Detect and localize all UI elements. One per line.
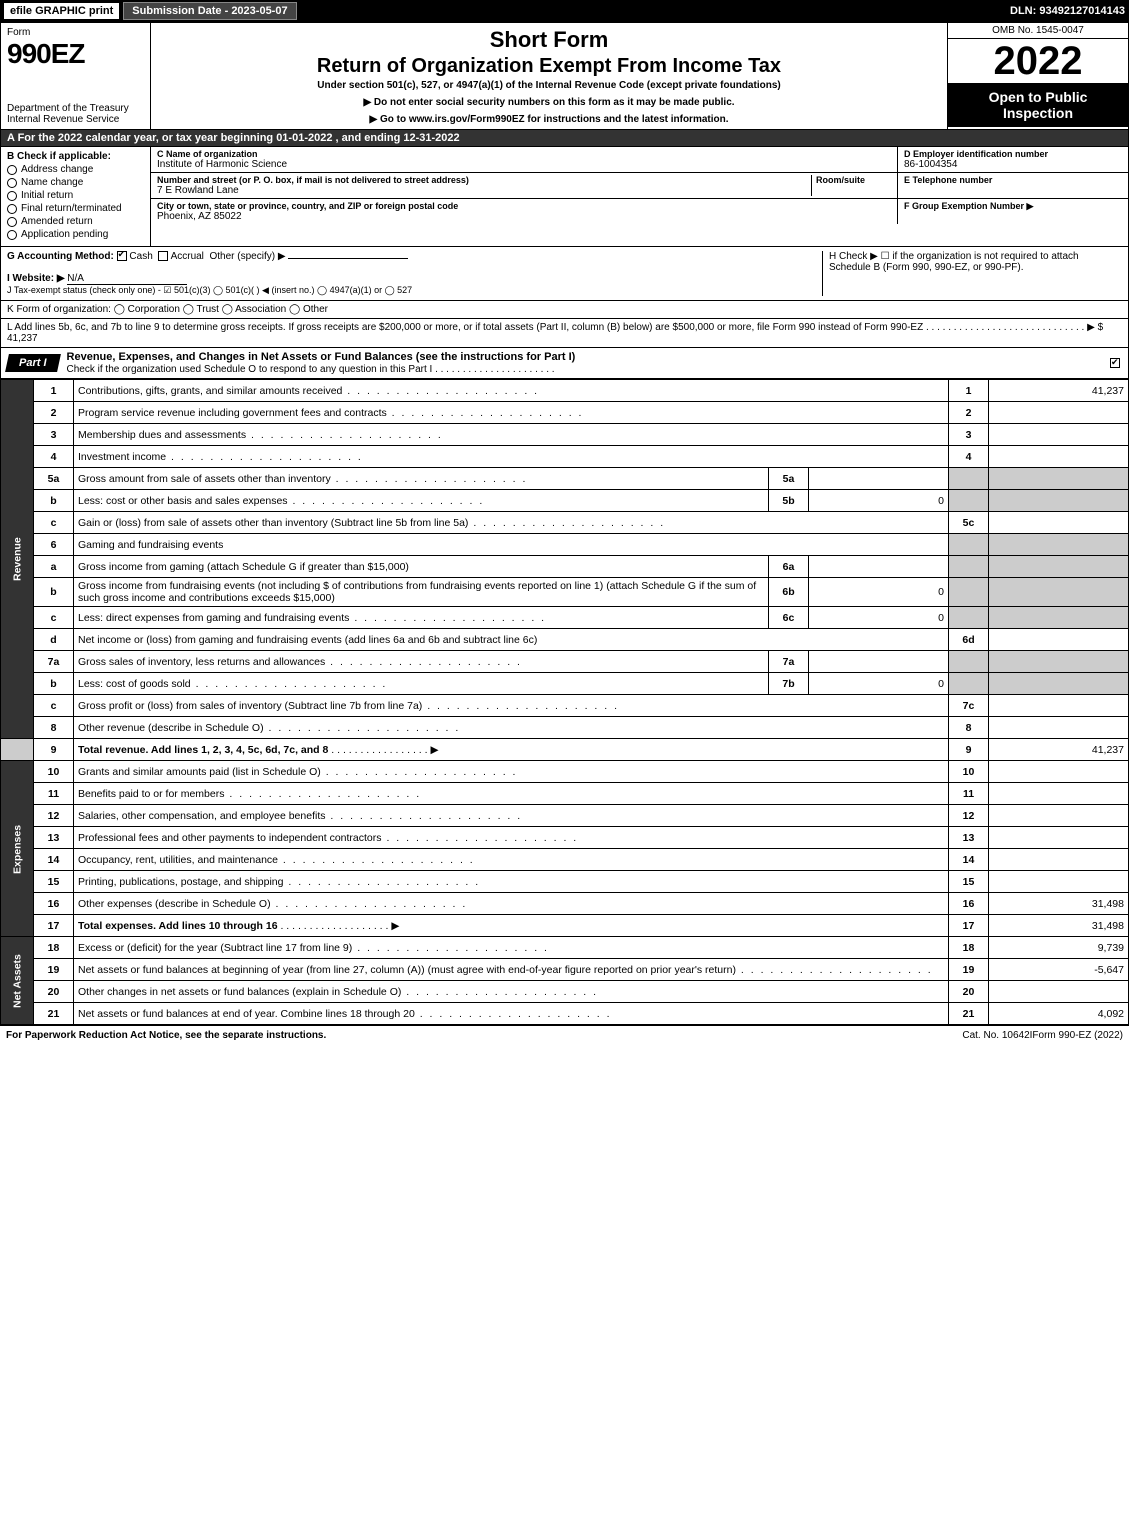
header-center: Short Form Return of Organization Exempt… [151,23,948,129]
no-ssn-notice: ▶ Do not enter social security numbers o… [159,97,939,108]
city-cell: City or town, state or province, country… [151,199,898,224]
form-header: Form 990EZ Department of the Treasury In… [0,22,1129,130]
row-k: K Form of organization: ◯ Corporation ◯ … [0,301,1129,319]
street-cell: Number and street (or P. O. box, if mail… [151,173,898,198]
checkbox-final-return[interactable] [7,204,17,214]
short-form-title: Short Form [159,27,939,53]
netassets-vlabel: Net Assets [1,937,34,1025]
chk-label: Name change [21,177,83,188]
part-1-table: Revenue 1 Contributions, gifts, grants, … [0,379,1129,1025]
group-exemption-cell: F Group Exemption Number ▶ [898,199,1128,224]
col-b-checkboxes: B Check if applicable: Address change Na… [1,147,151,246]
page-footer: For Paperwork Reduction Act Notice, see … [0,1025,1129,1045]
revenue-vlabel: Revenue [1,380,34,739]
other-method-input[interactable] [288,258,408,259]
topbar: efile GRAPHIC print Submission Date - 20… [0,0,1129,22]
checkbox-application-pending[interactable] [7,230,17,240]
street-value: 7 E Rowland Lane [157,185,811,196]
tax-year: 2022 [948,39,1128,83]
checkbox-accrual[interactable] [158,251,168,261]
part-1-title: Revenue, Expenses, and Changes in Net As… [59,348,1110,378]
part-1-tab: Part I [5,354,60,372]
i-label: I Website: ▶ [7,273,65,284]
row-a-tax-year: A For the 2022 calendar year, or tax yea… [0,130,1129,147]
goto-link[interactable]: ▶ Go to www.irs.gov/Form990EZ for instru… [159,114,939,125]
line-16-value: 31,498 [989,893,1129,915]
website-value: N/A [67,273,187,285]
return-title: Return of Organization Exempt From Incom… [159,55,939,78]
open-to-public: Open to Public Inspection [948,83,1128,127]
chk-label: Amended return [21,216,93,227]
ein-cell: D Employer identification number 86-1004… [898,147,1128,172]
checkbox-cash[interactable] [117,251,127,261]
checkbox-initial-return[interactable] [7,191,17,201]
form-number: 990EZ [7,38,144,70]
ein-value: 86-1004354 [904,159,1122,170]
omb-number: OMB No. 1545-0047 [948,23,1128,39]
submission-date: Submission Date - 2023-05-07 [123,2,296,20]
chk-label: Application pending [21,229,108,240]
form-label: Form [7,27,144,38]
col-cde: C Name of organization Institute of Harm… [151,147,1128,246]
expenses-vlabel: Expenses [1,761,34,937]
chk-label: Address change [21,164,93,175]
org-info-block: B Check if applicable: Address change Na… [0,147,1129,247]
street-label: Number and street (or P. O. box, if mail… [157,175,811,185]
checkbox-amended-return[interactable] [7,217,17,227]
row-g-h: G Accounting Method: Cash Accrual Other … [0,247,1129,301]
part-1-header: Part I Revenue, Expenses, and Changes in… [0,348,1129,379]
row-l: L Add lines 5b, 6c, and 7b to line 9 to … [0,319,1129,348]
line-21-value: 4,092 [989,1003,1129,1025]
g-label: G Accounting Method: [7,251,114,262]
part-1-schedule-o-checkbox[interactable] [1110,358,1120,368]
under-section: Under section 501(c), 527, or 4947(a)(1)… [159,80,939,91]
row-j: J Tax-exempt status (check only one) - ☑… [7,285,412,295]
chk-label: Final return/terminated [21,203,122,214]
efile-print-label[interactable]: efile GRAPHIC print [4,3,119,19]
line-1-value: 41,237 [989,380,1129,402]
line-19-value: -5,647 [989,959,1129,981]
city-value: Phoenix, AZ 85022 [157,211,891,222]
room-label: Room/suite [816,175,891,185]
header-right: OMB No. 1545-0047 2022 Open to Public In… [948,23,1128,129]
org-name: Institute of Harmonic Science [157,159,891,170]
paperwork-notice: For Paperwork Reduction Act Notice, see … [6,1030,962,1041]
line-17-total-expenses: 31,498 [989,915,1129,937]
chk-label: Initial return [21,190,73,201]
city-label: City or town, state or province, country… [157,201,891,211]
group-exemption-label: F Group Exemption Number ▶ [904,201,1122,212]
dln-number: DLN: 93492127014143 [1010,5,1125,17]
col-b-header: B Check if applicable: [7,151,144,162]
line-18-value: 9,739 [989,937,1129,959]
row-h: H Check ▶ ☐ if the organization is not r… [822,251,1122,296]
checkbox-address-change[interactable] [7,165,17,175]
header-left: Form 990EZ Department of the Treasury In… [1,23,151,129]
telephone-cell: E Telephone number [898,173,1128,198]
checkbox-name-change[interactable] [7,178,17,188]
telephone-label: E Telephone number [904,175,1122,185]
cat-number: Cat. No. 10642I [962,1030,1032,1041]
form-ref: Form 990-EZ (2022) [1032,1030,1123,1041]
org-name-label: C Name of organization [157,149,891,159]
ein-label: D Employer identification number [904,149,1122,159]
department-label: Department of the Treasury Internal Reve… [7,103,144,125]
org-name-cell: C Name of organization Institute of Harm… [151,147,898,172]
line-9-total-revenue: 41,237 [989,739,1129,761]
accounting-method: G Accounting Method: Cash Accrual Other … [7,251,816,296]
